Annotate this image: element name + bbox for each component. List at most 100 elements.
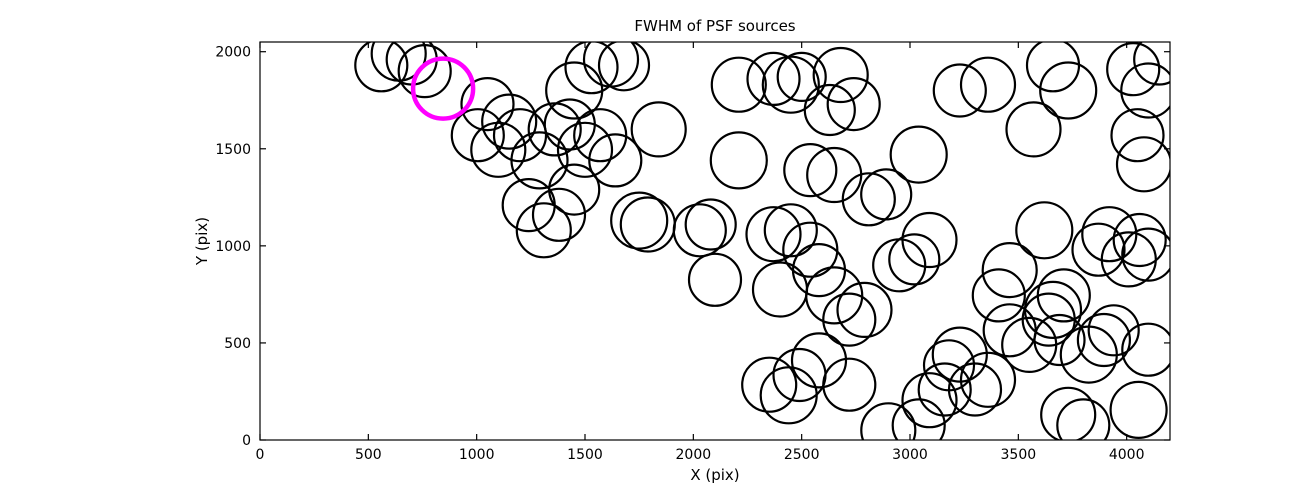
scatter-circle	[481, 93, 538, 150]
scatter-circle	[1112, 212, 1167, 268]
scatter-circle	[783, 143, 838, 198]
scatter-circle	[1120, 62, 1170, 119]
x-tick-label: 2500	[784, 447, 820, 463]
scatter-circle	[397, 43, 452, 99]
scatter-circle	[597, 42, 651, 92]
scatter-circle	[354, 42, 409, 93]
scatter-circle	[1115, 136, 1170, 193]
scatter-circle	[1121, 322, 1170, 377]
scatter-circle	[836, 281, 893, 338]
scatter-circle	[822, 357, 877, 412]
scatter-circle	[1040, 386, 1097, 440]
scatter-circle	[917, 362, 972, 417]
scatter-markers	[354, 42, 1170, 440]
y-tick-label: 1500	[215, 142, 251, 158]
scatter-circle	[531, 187, 587, 242]
scatter-circle	[745, 206, 802, 263]
scatter-circle	[759, 366, 818, 425]
scatter-circle	[891, 398, 946, 440]
scatter-circle	[564, 42, 619, 95]
scatter-circle	[573, 108, 628, 163]
scatter-circle	[982, 303, 1037, 358]
scatter-circle	[761, 55, 820, 114]
x-tick-label: 500	[355, 447, 382, 463]
scatter-circle	[826, 76, 881, 132]
scatter-circle	[763, 203, 818, 258]
scatter-circle	[515, 202, 572, 259]
x-tick-label: 3500	[1001, 447, 1037, 463]
scatter-circle	[1025, 42, 1081, 93]
scatter-circle	[1015, 201, 1074, 260]
scatter-circle	[1033, 313, 1086, 367]
scatter-circle	[1100, 231, 1157, 288]
x-axis-label: X (pix)	[690, 466, 739, 484]
scatter-circle	[790, 332, 848, 389]
scatter-circle	[959, 56, 1017, 113]
scatter-circle	[959, 351, 1017, 408]
scatter-circle	[1087, 304, 1140, 357]
y-tick-label: 0	[242, 433, 251, 449]
scatter-circle	[1005, 101, 1062, 158]
scatter-circle	[709, 131, 768, 190]
scatter-circle	[687, 252, 743, 307]
scatter-circle	[460, 76, 515, 132]
scatter-circle	[1106, 42, 1161, 97]
y-axis-label: Y (pix)	[193, 217, 211, 266]
scatter-circle	[805, 266, 864, 325]
scatter-circle	[751, 261, 809, 318]
scatter-circle	[1133, 42, 1170, 86]
scatter-circle	[1039, 61, 1098, 120]
scatter-circle	[932, 63, 987, 118]
scatter-circle	[860, 168, 913, 221]
scatter-circle	[791, 243, 847, 298]
scatter-circle	[822, 292, 877, 347]
x-tick-label: 1000	[459, 447, 495, 463]
scatter-circle	[548, 163, 601, 216]
plot-frame	[259, 41, 1171, 441]
x-tick-label: 1500	[567, 447, 603, 463]
scatter-circle	[1109, 380, 1168, 439]
scatter-circle	[1121, 227, 1170, 282]
y-tick-label: 1000	[215, 239, 251, 255]
scatter-circle	[888, 233, 941, 286]
scatter-circle	[1110, 108, 1165, 163]
scatter-circle	[510, 131, 569, 190]
scatter-circle	[971, 268, 1026, 323]
scatter-circle	[710, 56, 767, 113]
scatter-circle	[582, 42, 640, 88]
highlight-circle	[410, 56, 476, 121]
x-tick-label: 3000	[892, 447, 928, 463]
scatter-circle	[772, 347, 827, 403]
scatter-circle	[812, 46, 869, 104]
scatter-circle	[672, 203, 727, 258]
scatter-circle	[806, 146, 863, 204]
x-tick-label: 0	[256, 447, 265, 463]
scatter-circle	[981, 242, 1038, 299]
scatter-circle	[841, 172, 896, 227]
scatter-circle	[450, 108, 505, 163]
scatter-circle	[588, 133, 643, 188]
scatter-circle	[860, 402, 917, 440]
x-tick-label: 2000	[676, 447, 712, 463]
scatter-circle	[630, 101, 687, 158]
chart-title: FWHM of PSF sources	[634, 17, 795, 35]
scatter-circle	[1036, 268, 1091, 323]
scatter-circle	[746, 51, 801, 107]
scatter-circle	[776, 51, 827, 103]
scatter-circle	[610, 191, 669, 250]
scatter-circle	[947, 362, 1003, 417]
scatter-circle	[889, 125, 948, 184]
scatter-circle	[901, 372, 958, 429]
x-tick-label: 4000	[1109, 447, 1145, 463]
scatter-circle	[931, 326, 988, 383]
scatter-circle	[556, 121, 614, 178]
scatter-circle	[684, 198, 737, 251]
scatter-circle	[1076, 312, 1132, 368]
scatter-circle	[1081, 206, 1138, 263]
scatter-circle	[782, 221, 839, 278]
scatter-circle	[1071, 222, 1126, 277]
y-tick-label: 500	[224, 336, 251, 352]
y-tick-label: 2000	[215, 45, 251, 61]
